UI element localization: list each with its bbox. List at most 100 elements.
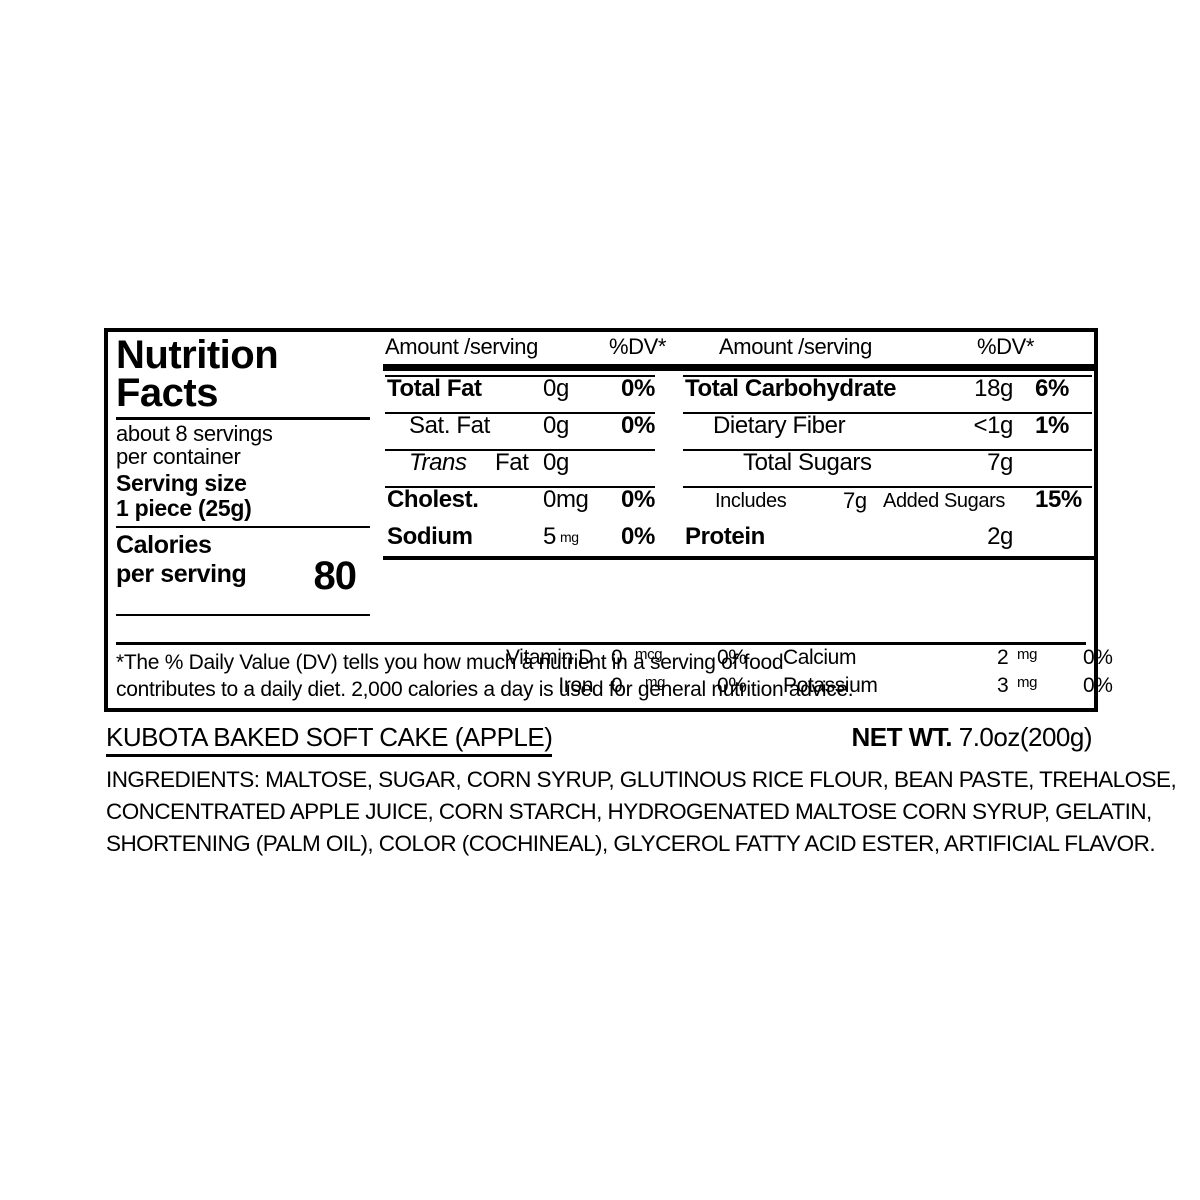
row-divider-left xyxy=(385,375,655,377)
row-unit-iron: mg xyxy=(645,674,666,691)
row-amount-cholesterol: 0mg xyxy=(543,486,589,513)
row-amount-added-sugars: 7g xyxy=(843,488,867,513)
divider-under-title xyxy=(116,417,370,420)
row-amount-unit-sodium: mg xyxy=(560,529,579,545)
table-row: Total Fat 0g 0% Total Carbohydrate 18g 6… xyxy=(383,371,1094,408)
footnote-line-1: *The % Daily Value (DV) tells you how mu… xyxy=(116,651,784,674)
row-label-total-fat: Total Fat xyxy=(387,375,482,402)
row-amount-iron: 0 xyxy=(611,674,623,697)
row-label-sat-fat: Sat. Fat xyxy=(409,412,490,439)
product-line: KUBOTA BAKED SOFT CAKE (APPLE) NET WT. 7… xyxy=(104,722,1098,757)
divider-above-footnote xyxy=(116,642,1086,645)
row-amount-sat-fat: 0g xyxy=(543,412,569,439)
row-divider-right xyxy=(683,449,1092,451)
row-unit-vitamin-d: mcg xyxy=(635,646,663,663)
ingredients-list: INGREDIENTS: MALTOSE, SUGAR, CORN SYRUP,… xyxy=(106,764,1177,860)
row-amount-calcium: 2 xyxy=(997,646,1009,669)
row-label-cholesterol: Cholest. xyxy=(387,486,479,513)
net-weight: NET WT. 7.0oz(200g) xyxy=(852,722,1093,753)
ingredients-line-3: SHORTENING (PALM OIL), COLOR (COCHINEAL)… xyxy=(106,830,1156,856)
row-amount-total-sugars: 7g xyxy=(987,449,1013,476)
row-divider-left xyxy=(385,412,655,414)
footnote-line-2: contributes to a daily diet. 2,000 calor… xyxy=(116,677,854,701)
calories-block: Calories per serving 80 xyxy=(116,531,370,609)
table-row: Iron 0 mg 0% Potassium 3 mg 0% xyxy=(383,674,1113,702)
product-name: KUBOTA BAKED SOFT CAKE (APPLE) xyxy=(106,722,553,757)
row-dv-cholesterol: 0% xyxy=(621,486,655,513)
divider-above-calories xyxy=(116,526,370,529)
title-line-nutrition: Nutrition xyxy=(116,333,279,377)
header-amount-right: Amount /serving xyxy=(719,334,872,359)
row-amount-vitamin-d: 0 xyxy=(611,646,623,669)
row-amount-protein: 2g xyxy=(987,523,1013,550)
row-label-includes: Includes xyxy=(715,490,787,512)
header-amount-left: Amount /serving xyxy=(385,334,538,359)
row-dv-dietary-fiber: 1% xyxy=(1035,412,1069,439)
row-dv-total-carbohydrate: 6% xyxy=(1035,375,1069,402)
row-dv-potassium: 0% xyxy=(1083,674,1113,697)
row-label-iron: Iron xyxy=(558,674,593,697)
page-title: Nutrition Facts xyxy=(116,333,370,415)
row-label-trans: Trans xyxy=(409,449,467,476)
row-dv-added-sugars: 15% xyxy=(1035,486,1082,513)
row-divider-left xyxy=(385,486,655,488)
nutrition-upper-section: Nutrition Facts about 8 servings per con… xyxy=(108,332,1113,697)
row-amount-potassium: 3 xyxy=(997,674,1009,697)
nutrition-facts-label: Nutrition Facts about 8 servings per con… xyxy=(104,328,1113,712)
row-amount-trans-fat: 0g xyxy=(543,449,569,476)
row-label-vitamin-d: Vitamin D xyxy=(505,646,593,669)
serving-info-panel: Nutrition Facts about 8 servings per con… xyxy=(108,332,378,642)
divider-below-calories xyxy=(116,614,370,617)
row-dv-total-fat: 0% xyxy=(621,375,655,402)
calories-label-line-1: Calories xyxy=(116,531,212,560)
servings-line-1: about 8 servings xyxy=(116,421,273,446)
row-label-total-carbohydrate: Total Carbohydrate xyxy=(685,375,897,402)
row-label-total-sugars: Total Sugars xyxy=(743,449,872,476)
row-amount-dietary-fiber: <1g xyxy=(973,412,1013,439)
row-divider-left xyxy=(385,449,655,451)
row-dv-calcium: 0% xyxy=(1083,646,1113,669)
row-label-added-sugars: Added Sugars xyxy=(883,490,1005,512)
nutrient-table: Amount /serving %DV* Amount /serving %DV… xyxy=(383,332,1094,642)
row-dv-iron: 0% xyxy=(717,674,747,697)
table-row: Cholest. 0mg 0% Includes 7g Added Sugars… xyxy=(383,482,1094,519)
row-unit-calcium: mg xyxy=(1017,646,1038,663)
serving-size-value: 1 piece (25g) xyxy=(116,495,252,522)
row-label-sodium: Sodium xyxy=(387,523,473,550)
divider-above-vitamins xyxy=(383,556,1094,560)
daily-value-footnote: *The % Daily Value (DV) tells you how mu… xyxy=(116,650,1086,704)
servings-line-2: per container xyxy=(116,443,241,469)
servings-per-container: about 8 servings per container xyxy=(116,421,370,469)
calories-value: 80 xyxy=(313,554,357,599)
row-label-protein: Protein xyxy=(685,523,765,550)
row-amount-total-fat: 0g xyxy=(543,375,569,402)
ingredients-line-1: INGREDIENTS: MALTOSE, SUGAR, CORN SYRUP,… xyxy=(106,767,1177,792)
divider-header-bottom xyxy=(383,364,1094,371)
row-amount-sodium: 5 xyxy=(543,523,556,550)
row-label-calcium: Calcium xyxy=(783,646,857,669)
nutrient-table-header: Amount /serving %DV* Amount /serving %DV… xyxy=(383,332,1094,364)
table-row: Vitamin D 0 mcg 0% Calcium 2 mg 0% xyxy=(383,646,1113,674)
row-dv-sodium: 0% xyxy=(621,523,655,550)
row-amount-total-carbohydrate: 18g xyxy=(974,375,1013,402)
row-unit-potassium: mg xyxy=(1017,674,1038,691)
calories-label-line-2: per serving xyxy=(116,559,247,588)
row-label-dietary-fiber: Dietary Fiber xyxy=(713,412,846,439)
net-weight-value: 7.0oz(200g) xyxy=(958,722,1093,752)
row-divider-right xyxy=(683,375,1092,377)
row-divider-right xyxy=(683,412,1092,414)
table-row: Sodium 5 mg 0% Protein 2g xyxy=(383,519,1094,556)
title-line-facts: Facts xyxy=(116,371,219,415)
header-dv-right: %DV* xyxy=(977,334,1035,359)
row-dv-vitamin-d: 0% xyxy=(717,646,747,669)
serving-size-label: Serving size xyxy=(116,469,247,496)
row-divider-right xyxy=(683,486,1092,488)
header-dv-left: %DV* xyxy=(609,334,667,359)
ingredients-line-2: CONCENTRATED APPLE JUICE, CORN STARCH, H… xyxy=(106,798,1152,824)
table-row: Trans Fat 0g Total Sugars 7g xyxy=(383,445,1094,482)
vitamins-minerals-section: Vitamin D 0 mcg 0% Calcium 2 mg 0% Iron … xyxy=(383,646,1113,704)
row-dv-sat-fat: 0% xyxy=(621,412,655,439)
row-label-trans-fat-suffix: Fat xyxy=(495,449,529,476)
net-weight-label: NET WT. xyxy=(851,722,953,752)
row-label-potassium: Potassium xyxy=(783,674,878,697)
